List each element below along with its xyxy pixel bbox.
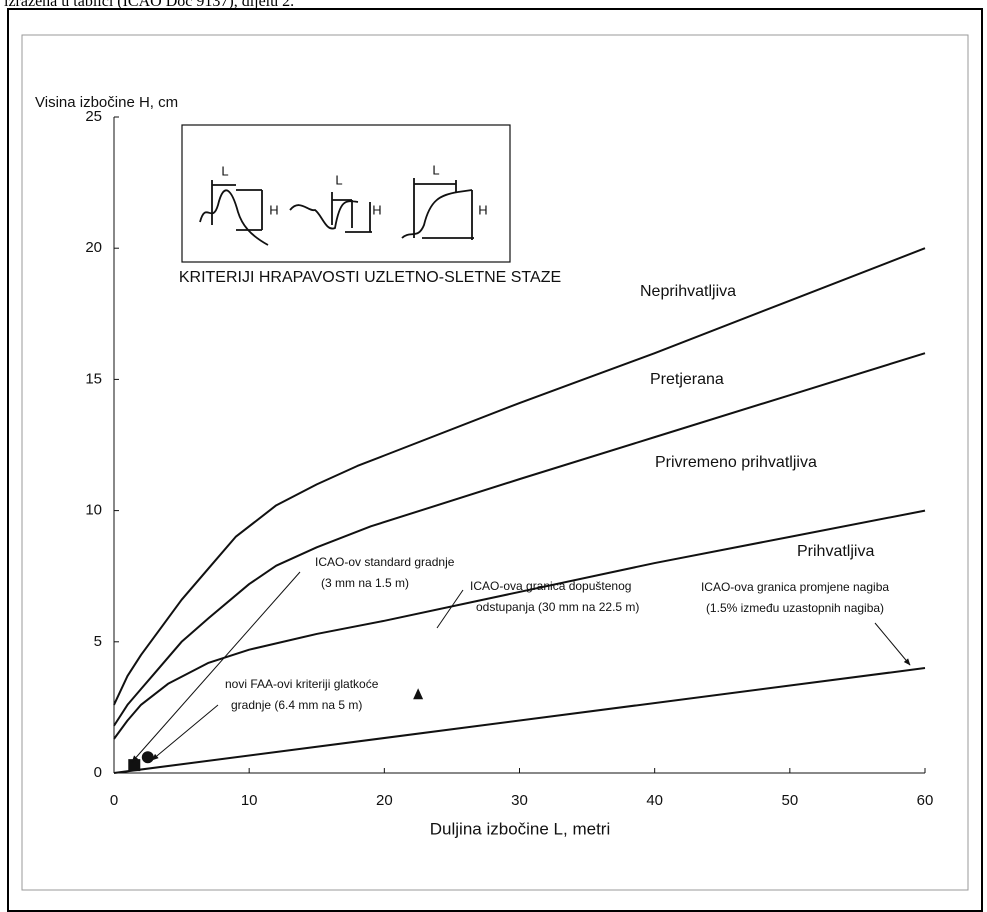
region-label: Pretjerana — [650, 371, 724, 388]
annotation: (3 mm na 1.5 m) — [321, 576, 409, 590]
inset-label: H — [478, 202, 487, 217]
inset-box — [181, 124, 511, 263]
x-tick-label: 0 — [110, 792, 118, 809]
arrow — [151, 704, 219, 761]
point — [141, 751, 154, 764]
arrow — [436, 589, 464, 629]
y-tick-label: 25 — [85, 108, 102, 125]
x-axis-title: Duljina izbočine L, metri — [430, 819, 610, 838]
region-label: Privremeno prihvatljiva — [655, 454, 817, 471]
inset-label: L — [432, 162, 439, 177]
curve — [113, 509, 926, 740]
inset-title: KRITERIJI HRAPAVOSTI UZLETNO-SLETNE STAZ… — [179, 269, 561, 286]
arrow — [131, 571, 301, 763]
plot-frame — [21, 34, 969, 891]
x-tick-label: 40 — [646, 792, 663, 809]
annotation: gradnje (6.4 mm na 5 m) — [231, 698, 362, 712]
y-tick-label: 15 — [85, 370, 102, 387]
inset-label: H — [269, 202, 278, 217]
point — [413, 688, 424, 700]
inset-sketches — [199, 178, 474, 246]
inset-label: H — [372, 202, 381, 217]
annotation: ICAO-ova granica dopuštenog — [470, 579, 631, 593]
annotation: novi FAA-ovi kriteriji glatkoće — [225, 677, 379, 691]
region-label: Prihvatljiva — [797, 543, 874, 560]
caption: izražena u tablici (ICAO Doc 9137), dije… — [4, 0, 295, 10]
annotation: ICAO-ov standard gradnje — [315, 555, 455, 569]
arrow — [874, 622, 911, 666]
inset-label: L — [335, 172, 342, 187]
y-tick-label: 5 — [94, 633, 102, 650]
annotation: (1.5% između uzastopnih nagiba) — [706, 601, 884, 615]
region-label: Neprihvatljiva — [640, 283, 736, 300]
annotation: ICAO-ova granica promjene nagiba — [701, 580, 889, 594]
x-tick-label: 20 — [376, 792, 393, 809]
x-tick-label: 60 — [917, 792, 934, 809]
y-tick-label: 10 — [85, 502, 102, 519]
x-tick-label: 30 — [511, 792, 528, 809]
x-tick-label: 50 — [781, 792, 798, 809]
point — [128, 759, 141, 772]
curve — [113, 352, 926, 727]
x-tick-label: 10 — [241, 792, 258, 809]
annotation: odstupanja (30 mm na 22.5 m) — [476, 600, 639, 614]
y-axis-title: Visina izbočine H, cm — [35, 94, 178, 111]
curve — [113, 247, 926, 706]
curve — [113, 667, 926, 774]
y-tick-label: 20 — [85, 239, 102, 256]
y-tick-label: 0 — [94, 764, 102, 781]
inset-label: L — [221, 163, 228, 178]
